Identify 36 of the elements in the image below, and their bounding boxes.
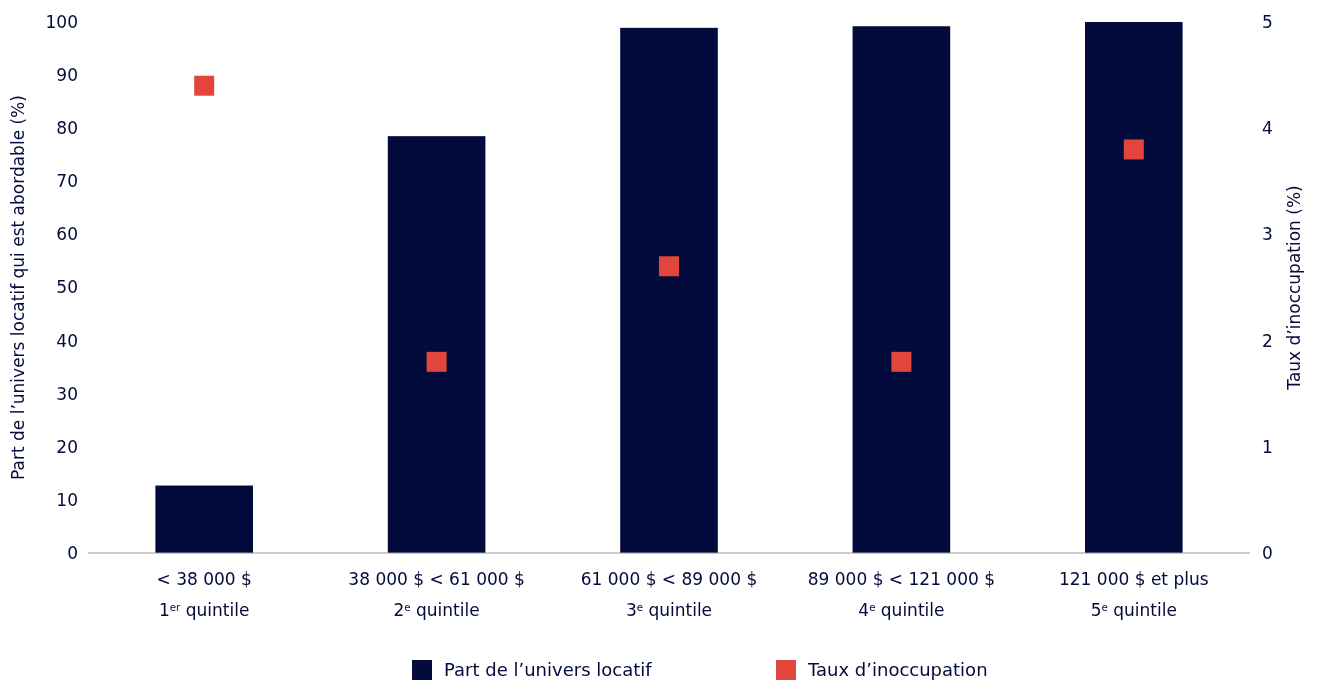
point: [659, 256, 679, 277]
y-tick-label: 30: [56, 383, 78, 404]
point: [194, 75, 215, 96]
point: [1123, 139, 1144, 160]
y2-tick-label: 1: [1262, 436, 1273, 457]
y-tick-label: 50: [56, 277, 78, 298]
x-tick-label: 89 000 $ < 121 000 $ 4$^{e}$ quintile: [807, 569, 996, 620]
x-tick-label: 38 000 $ < 61 000 $ 2$^{e}$ quintile: [348, 569, 525, 620]
y-tick-label: 100: [45, 11, 78, 32]
y-tick-label: 70: [56, 171, 78, 192]
y2-tick-label: 2: [1262, 330, 1273, 351]
bar: [1085, 22, 1183, 553]
y2-tick-label: 5: [1262, 11, 1273, 32]
y-tick-label: 10: [56, 489, 78, 510]
point: [891, 351, 912, 372]
point: [426, 351, 447, 372]
x-tick-label: < 38 000 $ 1$^{er}$ quintile: [156, 569, 252, 620]
y2-tick-label: 4: [1262, 118, 1273, 139]
legend-label: Part de l’univers locatif: [444, 659, 653, 680]
bar: [620, 27, 718, 553]
y-tick-label: 90: [56, 65, 78, 86]
y-tick-label: 60: [56, 224, 78, 245]
legend-label: Taux d’inoccupation: [807, 659, 988, 680]
y2-tick-label: 0: [1262, 542, 1273, 563]
bar: [155, 485, 253, 553]
y2-tick-label: 3: [1262, 224, 1273, 245]
y-axis-title: Part de l’univers locatif qui est abordable (%): [8, 95, 28, 480]
bar: [387, 136, 486, 553]
y-tick-label: 20: [56, 436, 78, 457]
x-tick-label: 61 000 $ < 89 000 $ 3$^{e}$ quintile: [580, 569, 758, 620]
y-tick-label: 40: [56, 330, 78, 351]
y2-axis-title: Taux d’inoccupation (%): [1284, 185, 1304, 391]
y-tick-label: 0: [67, 542, 78, 563]
y-tick-label: 80: [56, 118, 78, 139]
bar: [852, 26, 951, 553]
x-tick-label: 121 000 $ et plus 5$^{e}$ quintile: [1059, 569, 1209, 620]
